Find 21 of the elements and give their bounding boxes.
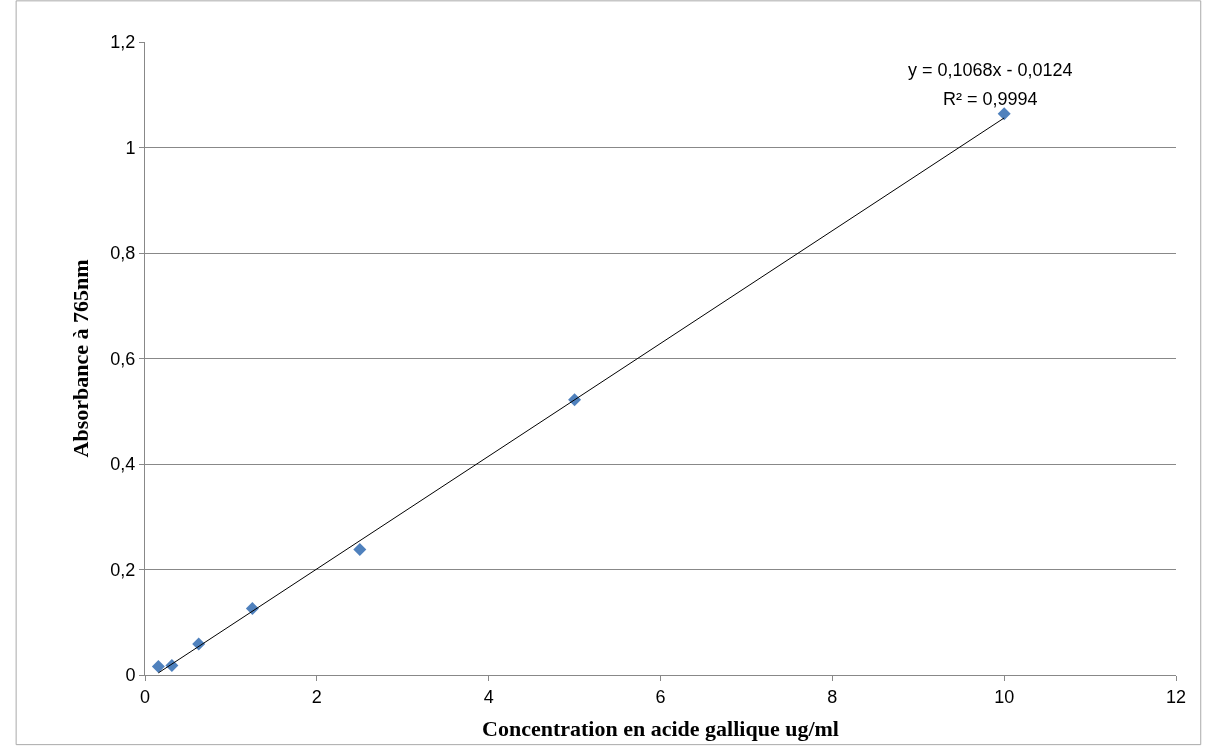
x-tick-label: 4 bbox=[483, 686, 494, 707]
point bbox=[353, 542, 367, 556]
x-tick-label: 2 bbox=[311, 686, 322, 707]
x-tick-label: 12 bbox=[1165, 686, 1187, 707]
y-tick-label: 0,2 bbox=[110, 559, 136, 580]
y-axis-title: Absorbance à 765nm bbox=[68, 259, 94, 458]
x-axis-title: Concentration en acide gallique ug/ml bbox=[482, 716, 839, 742]
x-tick-label: 6 bbox=[655, 686, 666, 707]
y-tick-label: 0,6 bbox=[110, 348, 136, 369]
annotation: R² = 0,9994 bbox=[943, 89, 1038, 109]
point bbox=[151, 660, 165, 674]
y-tick-label: 0,8 bbox=[110, 243, 136, 264]
x-tick-label: 8 bbox=[827, 686, 838, 707]
y-tick-label: 1,2 bbox=[110, 32, 136, 53]
y-tick-label: 0 bbox=[125, 665, 136, 686]
x-tick-label: 0 bbox=[139, 686, 151, 707]
y-tick-label: 1 bbox=[125, 137, 136, 158]
y-tick-label: 0,4 bbox=[110, 454, 136, 475]
x-tick-label: 10 bbox=[994, 686, 1015, 707]
point bbox=[997, 107, 1011, 121]
annotation: y = 0,1068x - 0,0124 bbox=[908, 60, 1073, 80]
